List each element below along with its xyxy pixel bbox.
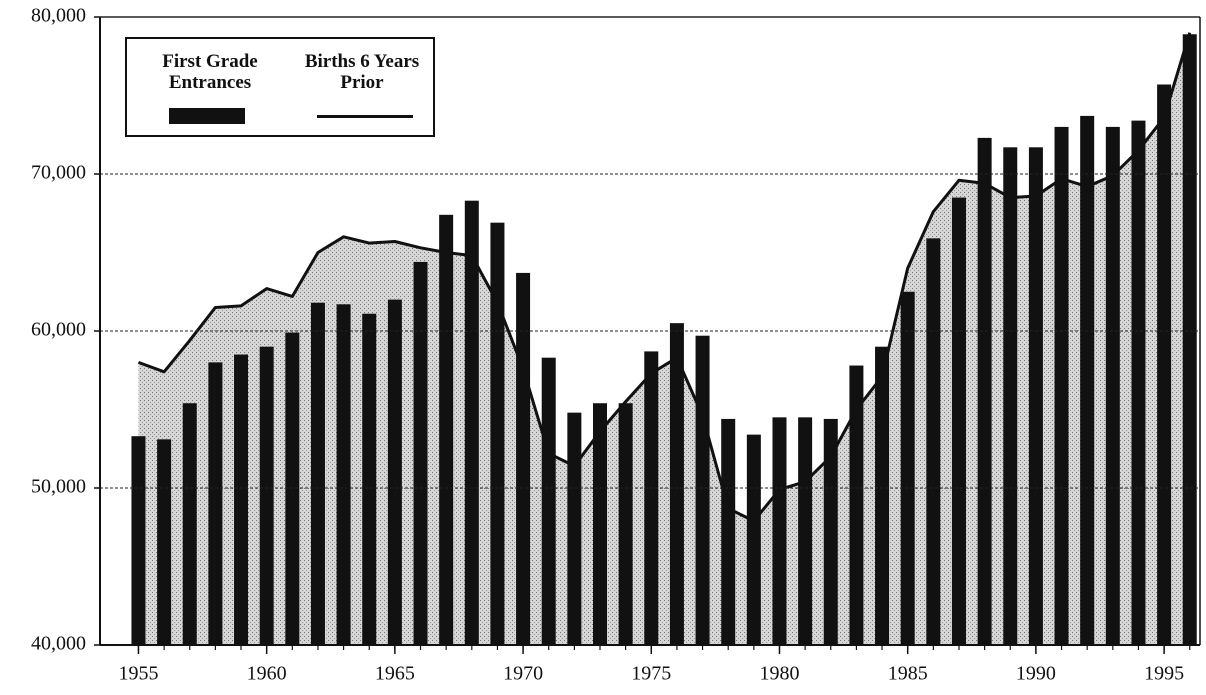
bar xyxy=(593,403,607,645)
bar xyxy=(721,418,736,645)
bar xyxy=(1054,126,1069,645)
bar xyxy=(182,403,197,645)
x-tick-label: 1975 xyxy=(631,663,671,685)
bar xyxy=(464,200,479,645)
bar xyxy=(336,304,351,645)
x-tick-label: 1990 xyxy=(1016,663,1056,685)
bar xyxy=(746,434,761,645)
legend: First Grade Entrances Births 6 Years Pri… xyxy=(125,37,435,137)
bar xyxy=(362,313,377,645)
y-tick-label: 70,000 xyxy=(31,162,86,184)
y-tick-label: 80,000 xyxy=(31,5,86,27)
bar xyxy=(644,351,659,645)
legend-label: First Grade Entrances xyxy=(162,51,258,93)
bar xyxy=(1182,34,1197,645)
bar xyxy=(669,323,684,645)
bar xyxy=(823,418,838,645)
bar xyxy=(951,197,966,646)
bar xyxy=(259,346,274,645)
bar xyxy=(1157,84,1172,645)
bar xyxy=(1080,115,1095,645)
bar xyxy=(618,403,633,645)
bar xyxy=(695,335,710,645)
x-tick-label: 1980 xyxy=(759,663,799,685)
x-tick-label: 1985 xyxy=(888,663,928,685)
bar xyxy=(849,365,864,645)
y-tick-label: 50,000 xyxy=(31,476,86,498)
y-tick-label: 40,000 xyxy=(31,633,86,655)
x-tick-label: 1960 xyxy=(247,663,287,685)
legend-swatch xyxy=(317,115,413,118)
bar xyxy=(234,354,249,645)
x-tick-label: 1995 xyxy=(1144,663,1184,685)
bar xyxy=(516,272,531,645)
x-tick-label: 1965 xyxy=(375,663,415,685)
bar xyxy=(1003,147,1018,645)
x-tick-label: 1955 xyxy=(118,663,158,685)
legend-label: Births 6 Years Prior xyxy=(304,51,420,93)
bar xyxy=(1105,126,1120,645)
x-tick-label: 1970 xyxy=(503,663,543,685)
bar xyxy=(772,417,787,645)
bar xyxy=(567,412,582,645)
bar xyxy=(926,238,941,645)
bar xyxy=(900,291,915,645)
y-tick-label: 60,000 xyxy=(31,319,86,341)
bar xyxy=(208,362,223,645)
bar xyxy=(798,417,813,645)
bar xyxy=(285,332,300,645)
bar xyxy=(875,346,890,645)
bar xyxy=(977,137,992,645)
bar xyxy=(1028,147,1043,645)
bar xyxy=(413,261,428,645)
bar xyxy=(131,436,146,645)
bar xyxy=(541,357,556,645)
line xyxy=(137,32,1192,523)
bar xyxy=(1131,120,1146,646)
bar xyxy=(387,299,402,645)
bar xyxy=(490,222,505,646)
legend-swatch xyxy=(169,108,245,124)
bar xyxy=(439,214,454,645)
bar xyxy=(310,302,325,645)
bar xyxy=(157,439,172,645)
